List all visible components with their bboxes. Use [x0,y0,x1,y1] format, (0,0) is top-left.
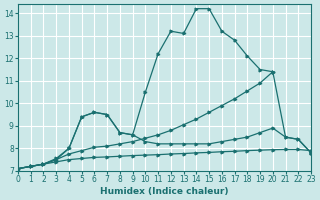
X-axis label: Humidex (Indice chaleur): Humidex (Indice chaleur) [100,187,229,196]
